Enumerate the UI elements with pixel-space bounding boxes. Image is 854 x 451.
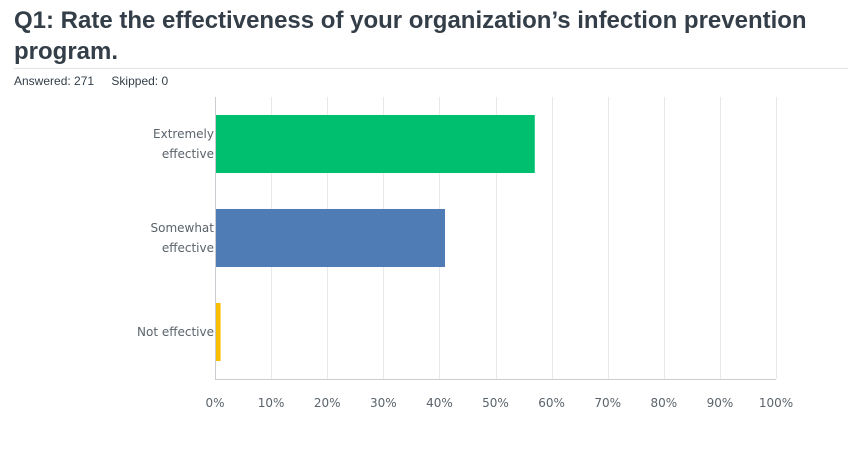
chart-bars xyxy=(215,115,535,361)
bar-0 xyxy=(215,115,535,173)
x-tick-label: 50% xyxy=(482,396,509,410)
x-tick-label: 10% xyxy=(258,396,285,410)
chart-category-labels: Extremely effective Somewhat effective Not e… xyxy=(137,127,214,339)
answered-value: 271 xyxy=(74,74,95,88)
skipped-value: 0 xyxy=(161,74,169,88)
x-tick-label: 70% xyxy=(594,396,621,410)
response-stats: Answered: 271 Skipped: 0 xyxy=(14,74,182,88)
category-label: Extremely xyxy=(153,127,214,141)
bar-1 xyxy=(215,209,446,267)
chart-axes xyxy=(215,97,776,380)
x-tick-label: 30% xyxy=(370,396,397,410)
x-tick-label: 60% xyxy=(538,396,565,410)
skipped-count: Skipped: 0 xyxy=(111,74,168,88)
title-divider xyxy=(14,68,848,69)
x-tick-label: 20% xyxy=(314,396,341,410)
skipped-label: Skipped: xyxy=(111,74,159,88)
question-title: Q1: Rate the effectiveness of your organ… xyxy=(14,7,807,65)
category-label: Not effective xyxy=(137,325,214,339)
x-tick-label: 80% xyxy=(650,396,677,410)
x-tick-label: 40% xyxy=(426,396,453,410)
chart-x-tick-labels: 0% 10% 20% 30% 40% 50% 60% 70% 80% 90% 100% xyxy=(205,396,793,410)
x-tick-label: 0% xyxy=(205,396,224,410)
category-label: Somewhat xyxy=(150,221,214,235)
x-tick-label: 90% xyxy=(707,396,734,410)
category-label: effective xyxy=(162,147,214,161)
bar-2 xyxy=(215,303,221,361)
x-tick-label: 100% xyxy=(759,396,793,410)
answered-count: Answered: 271 xyxy=(14,74,94,88)
category-label: effective xyxy=(162,241,214,255)
answered-label: Answered: xyxy=(14,74,71,88)
